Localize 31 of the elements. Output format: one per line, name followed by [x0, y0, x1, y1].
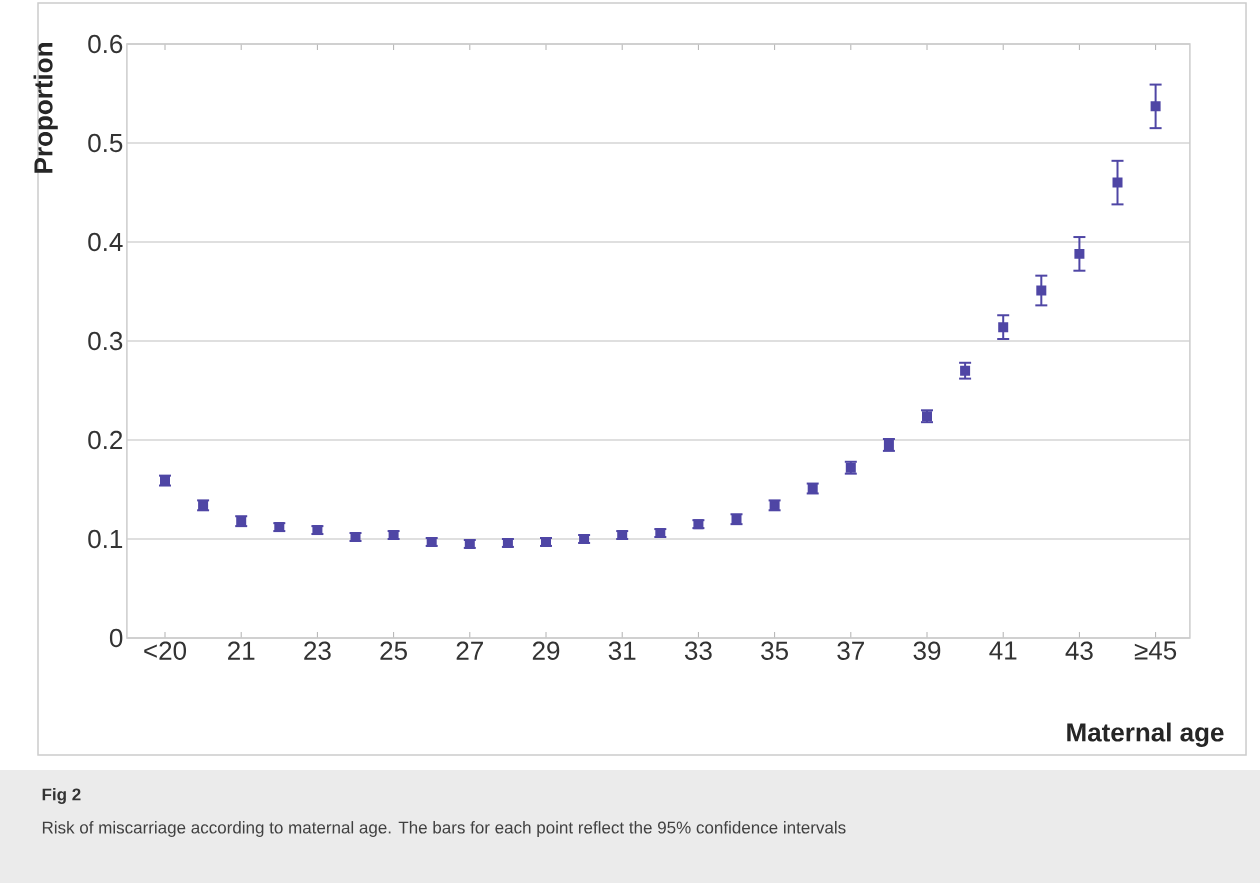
- y-tick-label: 0: [109, 628, 123, 648]
- x-tick-label: 25: [380, 641, 407, 660]
- x-tick-label: 43: [1065, 641, 1093, 660]
- point: [1150, 101, 1161, 112]
- point: [1074, 248, 1085, 259]
- x-tick-label: 23: [304, 641, 331, 660]
- y-tick-label: 0.5: [88, 133, 123, 153]
- text: Risk of miscarriage according to maternal age. The bars for each point reflect the 95% confidence intervals: [42, 821, 846, 837]
- y-tick-label: 0.1: [88, 529, 123, 549]
- x-tick-label: 37: [837, 641, 864, 660]
- x-tick-label: 41: [989, 641, 1017, 660]
- x-tick-label: 27: [456, 641, 483, 660]
- x-tick-label: 21: [228, 641, 255, 660]
- x-tick-label: ≥45: [1134, 641, 1177, 660]
- x-axis-title: Maternal age: [1067, 722, 1224, 747]
- x-tick-label: 29: [532, 641, 560, 660]
- text: Fig 2: [42, 788, 81, 804]
- y-axis-title: Proportion: [33, 43, 58, 173]
- y-tick-label: 0.3: [88, 331, 123, 351]
- x-tick-label: 35: [761, 641, 788, 660]
- point: [960, 365, 971, 376]
- y-tick-label: 0.2: [88, 430, 123, 450]
- y-tick-label: 0.4: [88, 232, 123, 252]
- point: [1112, 177, 1123, 188]
- x-tick-label: <20: [144, 641, 187, 660]
- x-tick-label: 33: [684, 641, 712, 660]
- x-tick-label: 31: [608, 641, 636, 660]
- point: [1036, 285, 1047, 296]
- x-tick-label: 39: [913, 641, 941, 660]
- point: [998, 322, 1009, 333]
- y-tick-label: 0.6: [88, 34, 123, 54]
